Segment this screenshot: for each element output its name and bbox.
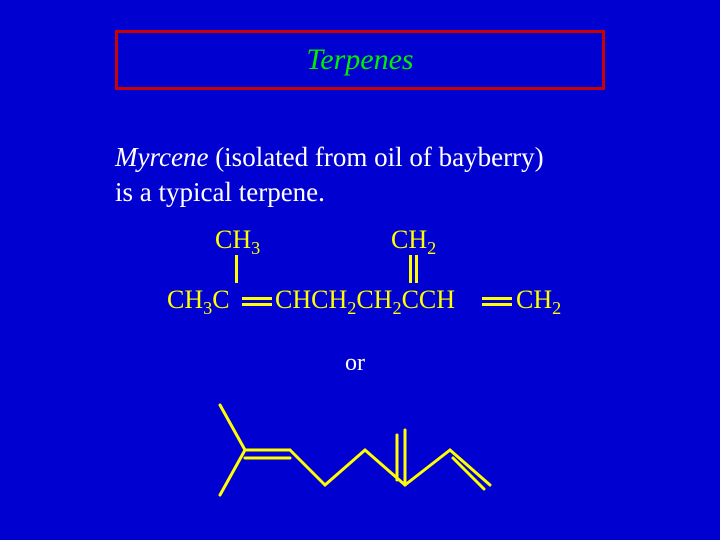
formula-main-left: CH3C (167, 285, 230, 319)
compound-name: Myrcene (115, 142, 208, 172)
bond-vertical-double-r (415, 255, 418, 283)
bond-double-1-bot (242, 303, 272, 306)
skeletal-structure (195, 395, 525, 515)
title-text: Terpenes (306, 43, 413, 77)
body-line2: is a typical terpene. (115, 177, 325, 207)
bond-vertical-single (235, 255, 238, 283)
formula-main-right: CH2 (516, 285, 561, 319)
or-label: or (345, 350, 365, 377)
bond-double-2-bot (482, 303, 512, 306)
title-box: Terpenes (115, 30, 605, 90)
bond-double-1-top (242, 297, 272, 300)
bond-double-2-top (482, 297, 512, 300)
bond-vertical-double-l (409, 255, 412, 283)
formula-top-right: CH2 (391, 225, 436, 259)
formula-mid: CHCH2CH2CCH (275, 285, 455, 319)
body-text: Myrcene (isolated from oil of bayberry) … (115, 140, 635, 210)
body-rest1: (isolated from oil of bayberry) (208, 142, 543, 172)
condensed-formula: CH3 CH2 CH3C CHCH2CH2CCH CH2 (120, 225, 620, 325)
